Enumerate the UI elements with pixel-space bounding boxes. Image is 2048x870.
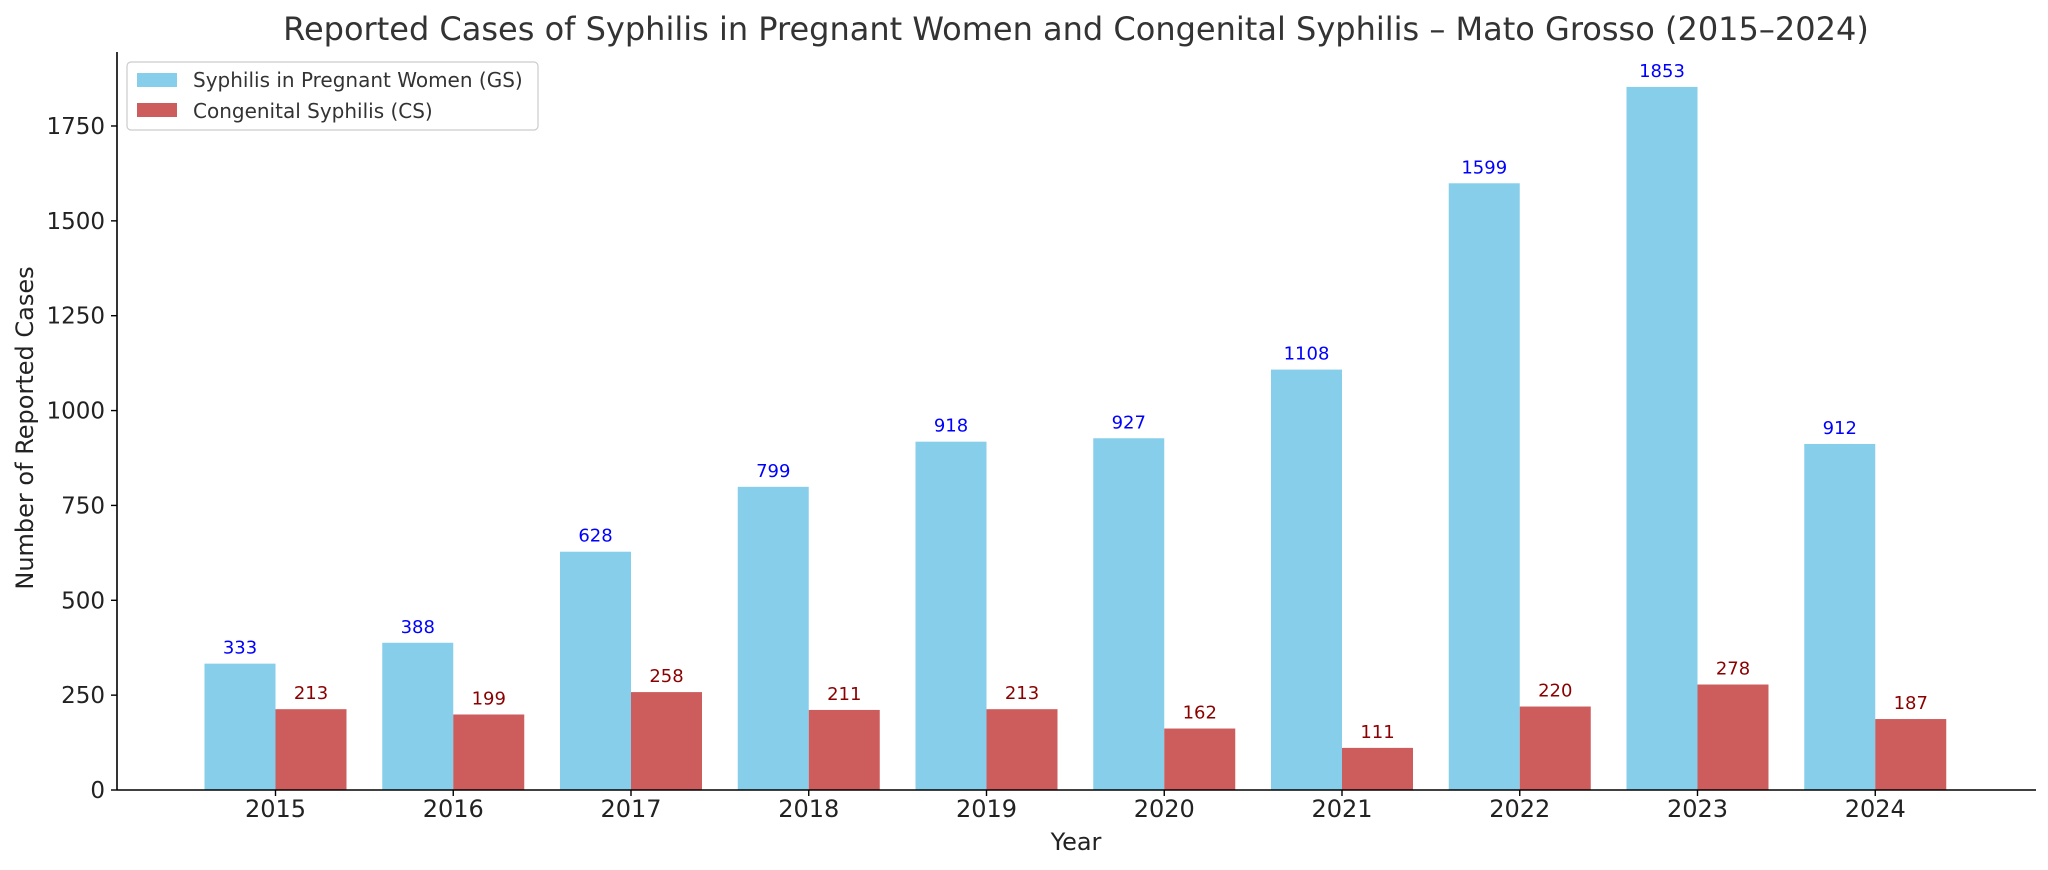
value-label-gs-2016: 388 [401, 617, 435, 638]
chart-title: Reported Cases of Syphilis in Pregnant W… [283, 10, 1869, 48]
value-label-cs-2022: 220 [1538, 681, 1572, 702]
legend-swatch-gs [137, 73, 177, 87]
bar-cs-2018 [808, 709, 880, 790]
value-label-cs-2017: 258 [649, 666, 683, 687]
x-tick-label-2015: 2015 [245, 795, 306, 823]
bar-gs-2021 [1271, 369, 1342, 790]
y-tick-label: 750 [61, 493, 105, 519]
value-label-gs-2020: 927 [1112, 412, 1146, 433]
value-label-gs-2022: 1599 [1461, 157, 1507, 178]
x-axis-ticks: 2015 2016 2017 2018 2019 2020 2021 2022 2023 2024 [245, 790, 1906, 823]
legend-label-cs: Congenital Syphilis (CS) [193, 99, 433, 123]
bar-cs-2024 [1875, 719, 1947, 790]
y-tick-label: 0 [90, 778, 105, 804]
value-label-cs-2024: 187 [1894, 693, 1928, 714]
legend-box [126, 61, 539, 131]
bar-gs-2016 [382, 642, 454, 790]
value-label-cs-2018: 211 [827, 684, 861, 705]
bar-cs-2021 [1342, 747, 1413, 790]
y-tick-label: 1250 [46, 304, 105, 330]
x-tick-label-2024: 2024 [1845, 795, 1906, 823]
bar-cs-2023 [1697, 684, 1769, 790]
bar-cs-2022 [1519, 706, 1591, 790]
x-tick-label-2016: 2016 [423, 795, 484, 823]
bar-gs-2024 [1804, 443, 1876, 790]
bar-cs-2015 [275, 709, 347, 790]
y-tick-label: 1750 [46, 114, 105, 140]
bar-gs-2017 [560, 551, 631, 790]
y-tick-label: 1500 [46, 209, 105, 235]
bar-cs-2017 [631, 692, 702, 790]
value-label-cs-2021: 111 [1360, 722, 1394, 743]
value-label-gs-2018: 799 [756, 461, 790, 482]
x-tick-label-2023: 2023 [1667, 795, 1728, 823]
bar-cs-2020 [1164, 728, 1236, 790]
legend-label-gs: Syphilis in Pregnant Women (GS) [193, 68, 523, 92]
value-label-gs-2024: 912 [1823, 418, 1857, 439]
x-tick-label-2021: 2021 [1311, 795, 1372, 823]
y-tick-label: 250 [61, 683, 105, 709]
bars-layer [204, 86, 1947, 791]
value-label-cs-2016: 199 [472, 688, 506, 709]
y-tick-label: 500 [61, 588, 105, 614]
value-label-cs-2015: 213 [294, 683, 328, 704]
bar-gs-2018 [737, 486, 809, 790]
x-axis-label: Year [1050, 828, 1102, 856]
value-label-cs-2019: 213 [1005, 683, 1039, 704]
value-label-gs-2019: 918 [934, 416, 968, 437]
bar-gs-2022 [1448, 183, 1520, 791]
value-label-gs-2023: 1853 [1639, 61, 1685, 82]
bar-cs-2019 [986, 709, 1058, 790]
legend-swatch-cs [137, 103, 177, 117]
bar-gs-2015 [204, 663, 276, 790]
bar-gs-2020 [1093, 438, 1165, 790]
value-label-cs-2020: 162 [1183, 703, 1217, 724]
value-label-gs-2021: 1108 [1284, 344, 1330, 365]
legend: Syphilis in Pregnant Women (GS) Congenit… [126, 61, 539, 131]
y-axis-ticks: 0 250 500 750 1000 1250 1500 1750 [46, 114, 117, 804]
x-tick-label-2019: 2019 [956, 795, 1017, 823]
value-label-gs-2015: 333 [223, 638, 257, 659]
bar-gs-2019 [915, 441, 987, 790]
y-tick-label: 1000 [46, 399, 105, 425]
x-tick-label-2020: 2020 [1134, 795, 1195, 823]
bar-gs-2023 [1626, 86, 1698, 791]
x-tick-label-2022: 2022 [1489, 795, 1550, 823]
x-tick-label-2018: 2018 [778, 795, 839, 823]
value-label-cs-2023: 278 [1716, 659, 1750, 680]
value-labels-layer: 333 213 388 199 628 258 799 211 918 213 927 162 1108… [223, 61, 1928, 743]
bar-cs-2016 [453, 714, 525, 790]
value-label-gs-2017: 628 [578, 526, 612, 547]
y-axis-label: Number of Reported Cases [11, 266, 39, 589]
x-tick-label-2017: 2017 [600, 795, 661, 823]
